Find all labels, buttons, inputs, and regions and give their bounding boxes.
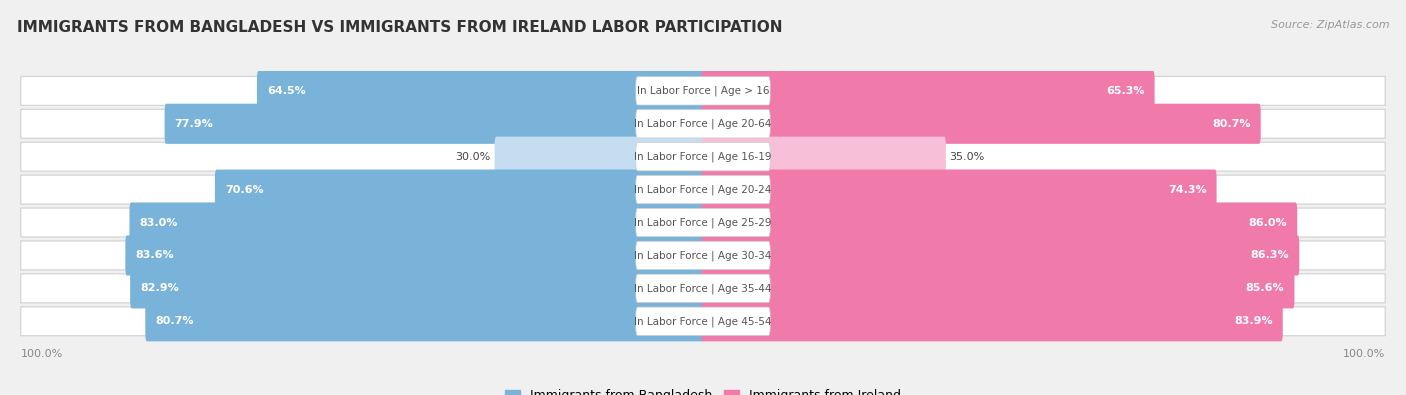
Text: 86.0%: 86.0% [1249,218,1288,228]
FancyBboxPatch shape [636,274,770,303]
FancyBboxPatch shape [636,109,770,138]
Text: In Labor Force | Age 25-29: In Labor Force | Age 25-29 [634,217,772,228]
FancyBboxPatch shape [21,307,1385,336]
Text: 74.3%: 74.3% [1168,184,1206,195]
FancyBboxPatch shape [636,77,770,105]
FancyBboxPatch shape [495,137,704,177]
Text: 65.3%: 65.3% [1107,86,1144,96]
FancyBboxPatch shape [21,274,1385,303]
FancyBboxPatch shape [215,169,704,210]
FancyBboxPatch shape [702,71,1154,111]
Text: In Labor Force | Age 45-54: In Labor Force | Age 45-54 [634,316,772,327]
FancyBboxPatch shape [21,175,1385,204]
Text: In Labor Force | Age 20-24: In Labor Force | Age 20-24 [634,184,772,195]
Legend: Immigrants from Bangladesh, Immigrants from Ireland: Immigrants from Bangladesh, Immigrants f… [505,389,901,395]
Text: In Labor Force | Age 35-44: In Labor Force | Age 35-44 [634,283,772,293]
FancyBboxPatch shape [636,209,770,237]
FancyBboxPatch shape [702,301,1282,341]
FancyBboxPatch shape [165,103,704,144]
FancyBboxPatch shape [636,307,770,335]
FancyBboxPatch shape [257,71,704,111]
Text: Source: ZipAtlas.com: Source: ZipAtlas.com [1271,20,1389,30]
Text: 100.0%: 100.0% [1343,349,1385,359]
FancyBboxPatch shape [702,103,1261,144]
Text: In Labor Force | Age > 16: In Labor Force | Age > 16 [637,86,769,96]
FancyBboxPatch shape [21,109,1385,138]
Text: 100.0%: 100.0% [21,349,63,359]
FancyBboxPatch shape [702,268,1295,308]
Text: 80.7%: 80.7% [155,316,194,326]
FancyBboxPatch shape [636,143,770,171]
Text: In Labor Force | Age 16-19: In Labor Force | Age 16-19 [634,151,772,162]
FancyBboxPatch shape [702,137,946,177]
FancyBboxPatch shape [636,241,770,269]
FancyBboxPatch shape [636,175,770,204]
FancyBboxPatch shape [702,169,1216,210]
Text: 35.0%: 35.0% [949,152,984,162]
Text: In Labor Force | Age 20-64: In Labor Force | Age 20-64 [634,118,772,129]
Text: 30.0%: 30.0% [456,152,491,162]
FancyBboxPatch shape [129,202,704,243]
Text: 83.6%: 83.6% [135,250,174,260]
Text: 83.0%: 83.0% [139,218,177,228]
FancyBboxPatch shape [21,76,1385,105]
Text: In Labor Force | Age 30-34: In Labor Force | Age 30-34 [634,250,772,261]
FancyBboxPatch shape [131,268,704,308]
Text: 85.6%: 85.6% [1246,283,1285,293]
FancyBboxPatch shape [702,202,1298,243]
Text: 64.5%: 64.5% [267,86,305,96]
FancyBboxPatch shape [702,235,1299,276]
FancyBboxPatch shape [145,301,704,341]
Text: 77.9%: 77.9% [174,119,214,129]
FancyBboxPatch shape [125,235,704,276]
FancyBboxPatch shape [21,142,1385,171]
Text: 86.3%: 86.3% [1251,250,1289,260]
Text: IMMIGRANTS FROM BANGLADESH VS IMMIGRANTS FROM IRELAND LABOR PARTICIPATION: IMMIGRANTS FROM BANGLADESH VS IMMIGRANTS… [17,20,782,35]
FancyBboxPatch shape [21,241,1385,270]
Text: 80.7%: 80.7% [1212,119,1251,129]
Text: 83.9%: 83.9% [1234,316,1272,326]
Text: 82.9%: 82.9% [141,283,179,293]
Text: 70.6%: 70.6% [225,184,263,195]
FancyBboxPatch shape [21,208,1385,237]
